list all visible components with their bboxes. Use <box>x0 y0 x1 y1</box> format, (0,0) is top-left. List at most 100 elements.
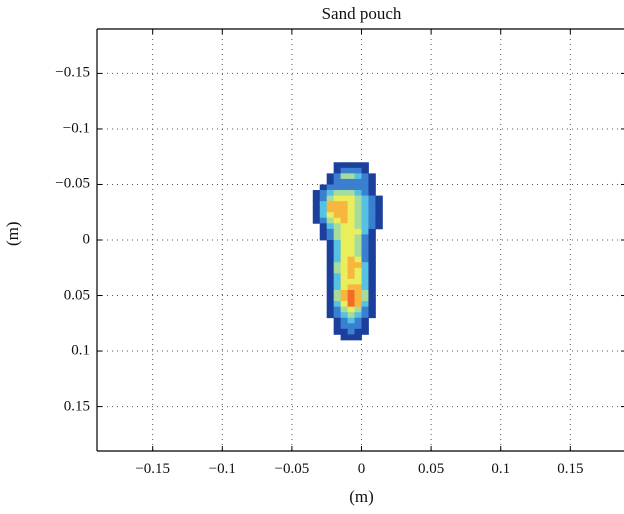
heatmap-cell <box>333 312 342 319</box>
heatmap-cell <box>340 212 348 219</box>
y-tick-label: 0.05 <box>63 287 90 304</box>
heatmap-cell <box>333 178 342 185</box>
heatmap-cell <box>368 256 376 263</box>
heatmap-cell <box>368 273 376 280</box>
heatmap-cell <box>354 284 362 291</box>
heatmap-cell <box>333 195 342 202</box>
heatmap-cell <box>368 206 376 213</box>
heatmap-cell <box>333 201 342 208</box>
heatmap-cell <box>361 312 369 319</box>
heatmap-cell <box>333 306 342 313</box>
heatmap-cell <box>326 312 335 319</box>
heatmap-cell <box>361 306 369 313</box>
heatmap-cell <box>347 223 355 230</box>
x-axis-label: (m) <box>349 487 374 506</box>
heatmap-cell <box>368 278 376 285</box>
heatmap-cell <box>361 251 369 258</box>
heatmap-cell <box>347 262 355 269</box>
heatmap-cell <box>361 212 369 219</box>
heatmap-cell <box>333 273 342 280</box>
heatmap-cell <box>333 245 342 252</box>
heatmap-cell <box>361 278 369 285</box>
heatmap-cell <box>368 190 376 196</box>
heatmap-cell <box>347 289 355 296</box>
heatmap-cell <box>347 301 355 308</box>
heatmap-cell <box>347 201 355 208</box>
x-tick-label: −0.15 <box>135 461 171 477</box>
heatmap-cell <box>354 278 362 285</box>
heatmap-cell <box>361 256 369 263</box>
heatmap-cell <box>326 251 335 258</box>
heatmap-cell <box>368 295 376 302</box>
heatmap-cell <box>326 295 335 302</box>
heatmap-cell <box>326 267 335 274</box>
heatmap-cell <box>354 162 362 169</box>
heatmap-cell <box>326 284 335 291</box>
heatmap-cell <box>347 240 355 246</box>
heatmap-cell <box>340 167 348 174</box>
heatmap-cell <box>361 223 369 230</box>
y-tick-label: 0.15 <box>63 398 90 415</box>
heatmap-cell <box>326 256 335 263</box>
heatmap-cell <box>333 251 342 258</box>
heatmap-cell <box>361 217 369 224</box>
heatmap-cell <box>375 223 383 230</box>
heatmap-cell <box>340 284 348 291</box>
heatmap-cell <box>340 251 348 258</box>
heatmap-cell <box>340 328 348 335</box>
heatmap-cell <box>312 201 321 208</box>
heatmap-cell <box>375 206 383 213</box>
heatmap-cell <box>326 228 335 235</box>
heatmap-cell <box>361 267 369 274</box>
heatmap-cell <box>333 295 342 302</box>
x-tick-label: −0.1 <box>208 461 236 477</box>
heatmap-cell <box>319 223 328 230</box>
heatmap-cell <box>354 234 362 241</box>
heatmap-cell <box>347 323 355 330</box>
heatmap-cell <box>312 206 321 213</box>
heatmap-cell <box>326 306 335 313</box>
heatmap-cell <box>368 289 376 296</box>
heatmap-cell <box>312 217 321 224</box>
heatmap-cell <box>347 206 355 213</box>
heatmap-cell <box>319 212 328 219</box>
heatmap-cell <box>368 240 376 246</box>
heatmap-cell <box>333 317 342 324</box>
heatmap-cell <box>354 256 362 263</box>
heatmap-cell <box>340 317 348 324</box>
y-tick-label: −0.15 <box>55 64 90 81</box>
heatmap-cell <box>319 217 328 224</box>
heatmap-cell <box>326 173 335 180</box>
heatmap-cell <box>354 217 362 224</box>
heatmap-cell <box>326 206 335 213</box>
heatmap-cell <box>368 306 376 313</box>
heatmap-cell <box>354 295 362 302</box>
heatmap-cell <box>354 328 362 335</box>
heatmap-cell <box>361 178 369 185</box>
heatmap-cell <box>347 173 355 180</box>
heatmap-cell <box>368 201 376 208</box>
heatmap-cell <box>354 273 362 280</box>
x-tick-label: −0.05 <box>274 461 310 477</box>
heatmap-cell <box>368 245 376 252</box>
heatmap-cell <box>319 184 328 191</box>
heatmap-cell <box>347 306 355 313</box>
heatmap-cell <box>361 184 369 191</box>
heatmap-cell <box>340 223 348 230</box>
heatmap-cell <box>354 334 362 341</box>
heatmap-cell <box>354 190 362 196</box>
heatmap-cell <box>340 323 348 330</box>
y-tick-label: 0.1 <box>71 342 90 359</box>
heatmap-cell <box>354 312 362 319</box>
heatmap-cell <box>333 162 342 169</box>
heatmap-cell <box>340 162 348 169</box>
heatmap-cell <box>361 228 369 235</box>
heatmap-cell <box>347 295 355 302</box>
heatmap-cell <box>347 284 355 291</box>
heatmap-cell <box>333 217 342 224</box>
heatmap-cell <box>361 328 369 335</box>
heatmap-cell <box>333 256 342 263</box>
heatmap-cell <box>333 190 342 196</box>
heatmap-cell <box>326 190 335 196</box>
heatmap-cell <box>333 234 342 241</box>
